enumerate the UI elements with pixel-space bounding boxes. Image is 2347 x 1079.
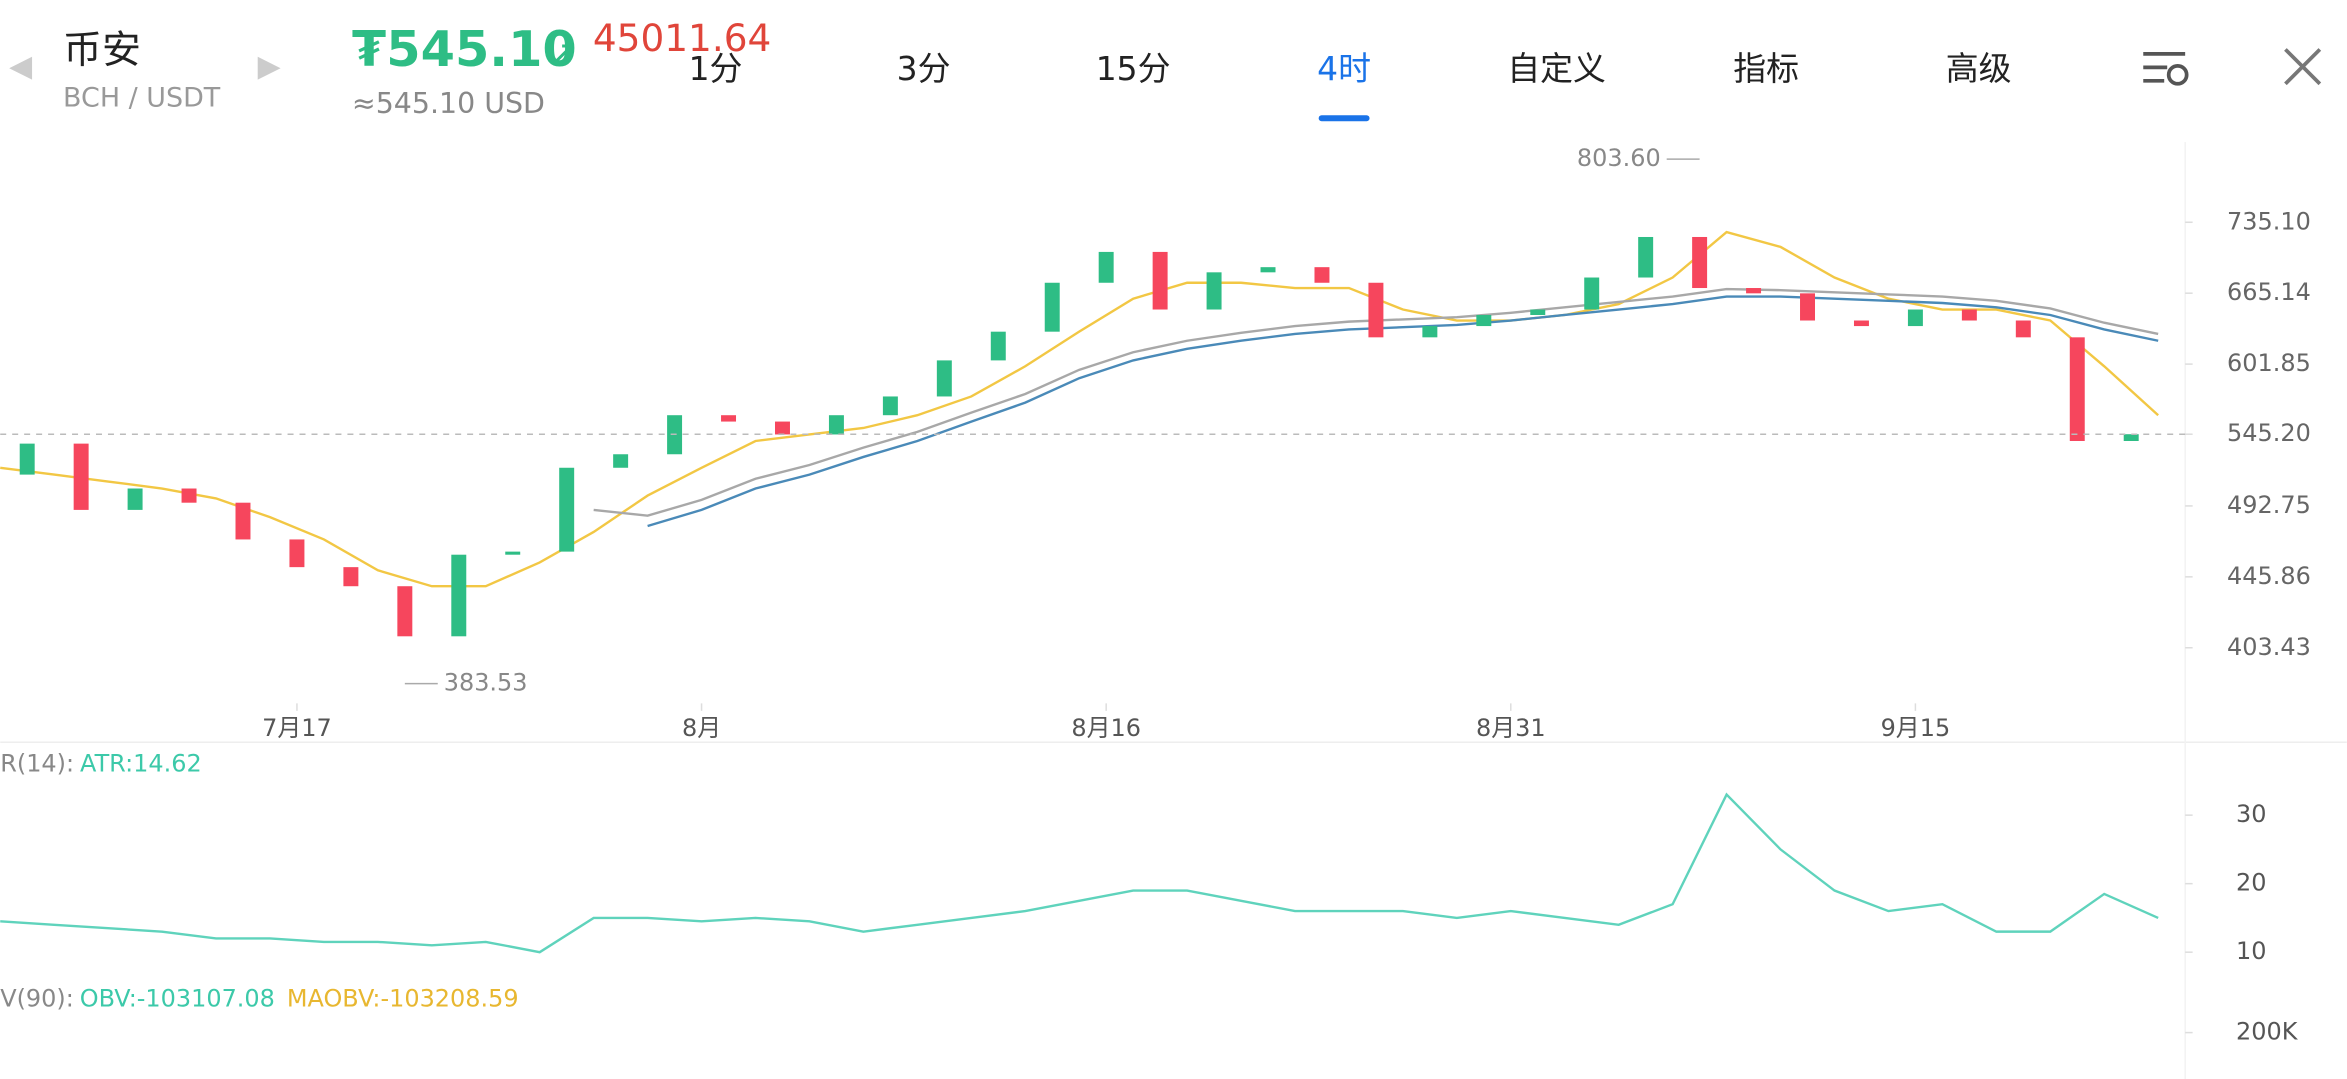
candle bbox=[1044, 282, 1060, 332]
candle bbox=[1098, 251, 1114, 283]
candle bbox=[1853, 320, 1869, 327]
candle bbox=[451, 554, 467, 637]
tab-underline bbox=[1318, 115, 1370, 122]
tab[interactable]: 自定义 bbox=[1507, 49, 1606, 88]
price: ₮545.10 bbox=[352, 20, 577, 78]
y-tick-label: 665.14 bbox=[2227, 278, 2311, 306]
tabs: 1分 3分 15分 4时 自定义 指标 高级 bbox=[689, 49, 2012, 122]
candle bbox=[1692, 236, 1708, 289]
candle bbox=[1368, 282, 1384, 338]
candle bbox=[774, 421, 790, 435]
tab[interactable]: 3分 bbox=[897, 49, 951, 88]
tab[interactable]: 指标 bbox=[1733, 49, 1799, 88]
candle bbox=[1907, 309, 1923, 327]
candle bbox=[721, 415, 737, 422]
x-tick-label: 8月 bbox=[682, 714, 721, 742]
candle bbox=[882, 396, 898, 416]
y-tick-label: 30 bbox=[2236, 800, 2266, 828]
candle bbox=[613, 454, 629, 468]
candle bbox=[289, 539, 305, 568]
candle bbox=[559, 467, 575, 552]
ma-line bbox=[0, 230, 2159, 588]
indicator-value: ATR:14.62 bbox=[80, 750, 202, 778]
annotation: 803.60 bbox=[1577, 144, 1661, 172]
candle bbox=[1206, 272, 1222, 310]
trend-arrow: ↗ bbox=[548, 33, 578, 74]
y-tick-label: 445.86 bbox=[2227, 562, 2311, 590]
y-tick-label: 545.20 bbox=[2227, 419, 2311, 447]
candle bbox=[1961, 309, 1977, 321]
candle bbox=[1746, 288, 1762, 294]
x-tick-label: 8月31 bbox=[1476, 714, 1546, 742]
candle bbox=[343, 567, 359, 587]
y-tick-label: 735.10 bbox=[2227, 207, 2311, 235]
y-tick-label: 20 bbox=[2236, 869, 2266, 897]
y-tick-label: 492.75 bbox=[2227, 491, 2311, 519]
candle bbox=[1584, 277, 1600, 310]
candle bbox=[2015, 320, 2031, 338]
tab[interactable]: 4时 bbox=[1317, 49, 1371, 88]
change: 45011.64 bbox=[593, 16, 771, 60]
settings-icon[interactable] bbox=[2143, 52, 2189, 86]
y-tick-label: 10 bbox=[2236, 937, 2266, 965]
candle bbox=[397, 586, 413, 637]
indicator-label: R(14): bbox=[0, 750, 74, 778]
pair: BCH / USDT bbox=[63, 82, 221, 113]
prev-arrow[interactable]: ◀ bbox=[9, 49, 32, 84]
candle bbox=[73, 443, 89, 510]
candle bbox=[181, 488, 197, 503]
tab[interactable]: 15分 bbox=[1096, 49, 1171, 88]
annotation: 383.53 bbox=[444, 669, 528, 697]
tab[interactable]: 高级 bbox=[1946, 49, 2012, 88]
usd-price: ≈545.10 USD bbox=[352, 87, 545, 120]
close-button[interactable] bbox=[2284, 48, 2322, 86]
tab[interactable]: 1分 bbox=[689, 49, 743, 88]
candle bbox=[1530, 309, 1546, 315]
candle bbox=[1638, 236, 1654, 278]
candle bbox=[936, 360, 952, 397]
x-tick-label: 8月16 bbox=[1071, 714, 1141, 742]
x-tick-label: 9月15 bbox=[1881, 714, 1951, 742]
candle bbox=[1314, 267, 1330, 283]
candle bbox=[1476, 314, 1492, 327]
exchange: 币安 bbox=[63, 28, 141, 73]
y-tick-label: 601.85 bbox=[2227, 349, 2311, 377]
next-arrow[interactable]: ▶ bbox=[258, 49, 281, 84]
indicator-value: MAOBV:-103208.59 bbox=[287, 985, 519, 1013]
candle bbox=[828, 415, 844, 435]
candle bbox=[2069, 337, 2085, 441]
candle bbox=[990, 331, 1006, 361]
charts: 735.10 665.14 601.85 545.20 492.75 445.86 403.… bbox=[0, 142, 2347, 1079]
y-tick-label: 200K bbox=[2236, 1018, 2299, 1046]
indicator-value: OBV:-103107.08 bbox=[80, 985, 275, 1013]
candle bbox=[1152, 251, 1168, 310]
candle bbox=[1800, 293, 1815, 321]
ma-line bbox=[647, 295, 2159, 528]
y-tick-label: 403.43 bbox=[2227, 633, 2311, 661]
x-tick-label: 7月17 bbox=[262, 714, 332, 742]
indicator-label: V(90): bbox=[0, 985, 74, 1013]
indicator-line bbox=[0, 792, 2159, 954]
candle bbox=[19, 443, 35, 475]
candle bbox=[127, 488, 143, 510]
candle bbox=[1260, 267, 1276, 273]
candle bbox=[1422, 326, 1438, 338]
candle bbox=[505, 551, 521, 555]
candle bbox=[235, 502, 251, 540]
candle bbox=[2123, 434, 2139, 441]
